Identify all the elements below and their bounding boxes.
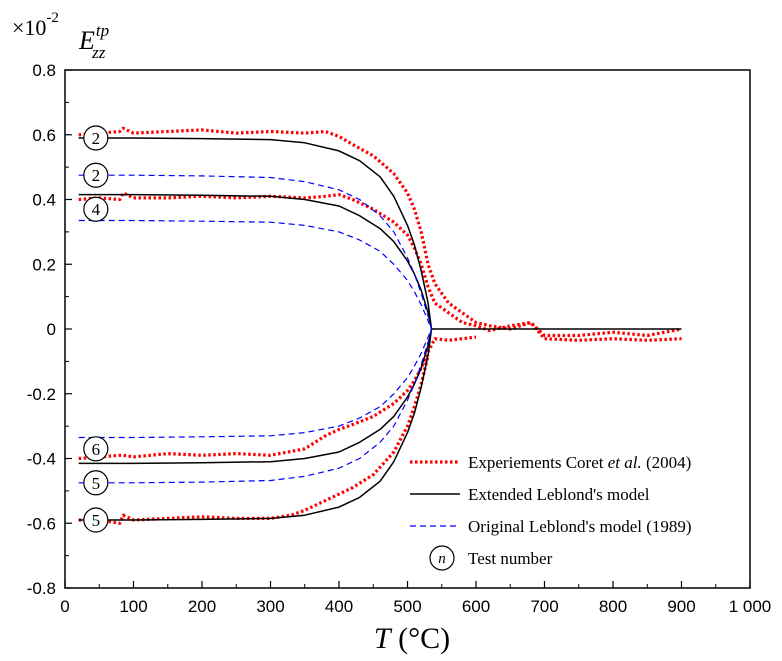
legend-marker-circle (429, 545, 455, 571)
y-axis-label-sub: zz (91, 43, 106, 62)
test-marker-label: 4 (92, 200, 101, 219)
test-marker-circle (83, 436, 109, 462)
y-tick-label: 0.8 (32, 61, 56, 80)
legend-entry-original: Original Leblond's model (1989) (410, 517, 692, 536)
series-extended-7 (78, 328, 433, 521)
test-marker-circle (83, 162, 109, 188)
series-extended-4 (78, 137, 682, 330)
x-tick-label: 700 (530, 597, 558, 616)
legend-entry-marker: n Test number (429, 545, 553, 571)
x-tick-label: 0 (60, 597, 69, 616)
y-tick-label: -0.8 (27, 579, 56, 598)
test-marker-label: 2 (92, 129, 101, 148)
axes-layer: 0 100 200 300 400 500 600 700 800 900 1 000 -0.8 -0.… (27, 61, 772, 616)
series-experiment-0 (78, 126, 682, 338)
y-multiplier-base: ×10 (12, 15, 46, 40)
x-tick-label: 900 (667, 597, 695, 616)
test-marker-label: 2 (92, 166, 101, 185)
y-multiplier: ×10-2 (12, 10, 59, 40)
x-tick-label: 100 (119, 597, 147, 616)
series-original-8 (78, 174, 433, 330)
x-tick-label: 200 (188, 597, 216, 616)
y-tick-label: 0.2 (32, 255, 56, 274)
y-tick-label: 0.6 (32, 126, 56, 145)
y-axis-label-sup: tp (96, 21, 109, 40)
x-tick-label: 300 (256, 597, 284, 616)
legend-label: Test number (468, 549, 553, 568)
series-original-11 (78, 328, 433, 484)
test-marker-label: 5 (92, 511, 101, 530)
y-axis-label-main: E (78, 26, 95, 55)
legend: Experiements Coret et al. (2004) Extended… (410, 453, 692, 571)
x-axis-label: T (°C) (374, 622, 450, 655)
test-marker-1: 2 (83, 162, 109, 188)
test-marker-label: 5 (92, 474, 101, 493)
series-experiment-2 (78, 335, 477, 461)
y-tick-label: -0.2 (27, 385, 56, 404)
test-marker-circle (83, 196, 109, 222)
series-experiment-1 (78, 191, 682, 342)
test-marker-5: 5 (83, 507, 109, 533)
test-marker-circle (83, 125, 109, 151)
test-marker-circle (83, 470, 109, 496)
legend-marker-label: n (438, 551, 446, 567)
test-marker-3: 6 (83, 436, 109, 462)
series-extended-6 (78, 328, 433, 465)
x-axis-label-unit: (°C) (391, 622, 451, 655)
series-extended-5 (78, 193, 433, 330)
legend-entry-extended: Extended Leblond's model (410, 485, 650, 504)
y-multiplier-exponent: -2 (46, 10, 59, 26)
x-tick-label: 600 (462, 597, 490, 616)
test-marker-circle (83, 507, 109, 533)
x-tick-label: 400 (325, 597, 353, 616)
x-axis-label-var: T (374, 622, 393, 655)
y-tick-label: -0.6 (27, 514, 56, 533)
x-tick-label: 500 (393, 597, 421, 616)
legend-label: Original Leblond's model (1989) (468, 517, 692, 536)
test-markers-layer: 2 2 4 6 5 5 (83, 125, 109, 533)
y-tick-label: 0 (47, 320, 56, 339)
series-layer (78, 126, 682, 525)
x-tick-label: 1 000 (729, 597, 772, 616)
y-axis-label: Etp zz (78, 21, 109, 62)
y-tick-label: 0.4 (32, 191, 56, 210)
series-original-10 (78, 328, 433, 439)
legend-label: Experiements Coret et al. (2004) (468, 453, 691, 472)
test-marker-2: 4 (83, 196, 109, 222)
series-original-9 (78, 219, 433, 330)
series-experiment-3 (78, 354, 430, 525)
y-tick-label: -0.4 (27, 450, 56, 469)
legend-label: Extended Leblond's model (468, 485, 650, 504)
test-marker-0: 2 (83, 125, 109, 151)
test-marker-label: 6 (92, 440, 101, 459)
x-tick-label: 800 (599, 597, 627, 616)
test-marker-4: 5 (83, 470, 109, 496)
legend-entry-experiment: Experiements Coret et al. (2004) (410, 453, 691, 472)
